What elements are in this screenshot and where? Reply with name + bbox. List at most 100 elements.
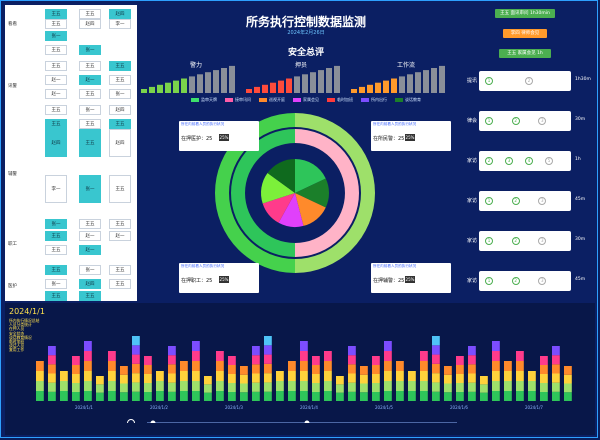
schedule-cell[interactable]: 王五 [109, 265, 131, 275]
progress-row[interactable]: 家访 1 2 3 45m [461, 189, 595, 213]
schedule-cell[interactable]: 王五 [79, 89, 101, 99]
schedule-cell[interactable]: 王五 [109, 219, 131, 229]
timeline-bar-segment [300, 371, 308, 381]
progress-time: 30m [575, 117, 586, 122]
schedule-cell[interactable]: 王五 [45, 265, 67, 275]
schedule-cell[interactable]: 王五 [45, 291, 67, 301]
progress-row[interactable]: 家访 2 3 4 5 1h [461, 149, 595, 173]
timeline-bar-segment [216, 381, 224, 391]
schedule-cell[interactable]: 王五 [79, 9, 101, 19]
schedule-cell[interactable]: 王五 [79, 61, 101, 71]
timeline-bar-segment [228, 356, 236, 365]
schedule-cell[interactable]: 李一 [45, 175, 67, 203]
info-box-auxiliary[interactable]: 所在内前看人员的执行状况 在押辅警：25 25% [371, 263, 451, 293]
schedule-cell[interactable]: 王五 [109, 175, 131, 203]
schedule-cell[interactable]: 李一 [109, 19, 131, 29]
gauge-bar [197, 74, 203, 93]
schedule-cell[interactable]: 王五 [109, 61, 131, 71]
progress-step: 3 [538, 197, 547, 205]
schedule-cell[interactable]: 张一 [79, 45, 101, 55]
schedule-cell[interactable]: 王五 [45, 45, 67, 55]
status-button-green-2[interactable]: 王五 家属会见 1h [499, 49, 551, 58]
schedule-cell[interactable]: 张一 [109, 89, 131, 99]
timeline-bar-segment [252, 355, 260, 365]
progress-step: 4 [525, 157, 533, 165]
schedule-cell[interactable]: 赵四 [79, 19, 101, 29]
info-box-staff[interactable]: 所在内前看人员的执行状况 在押职工：25 25% [179, 263, 259, 293]
gauge-bar [278, 80, 284, 93]
schedule-cell[interactable]: 张一 [45, 31, 67, 41]
timeline-axis-label: 2024/1/7 [525, 405, 543, 410]
timeline-bar-segment [144, 383, 152, 392]
progress-row[interactable]: 律会 1 2 3 30m [461, 109, 595, 133]
schedule-cell[interactable]: 赵一 [45, 75, 67, 85]
timeline-bar-segment [132, 363, 140, 374]
page-title: 所务执行控制数据监测 [245, 15, 366, 29]
gauge-bar [302, 74, 308, 93]
timeline-bar-segment [228, 383, 236, 392]
schedule-cell[interactable]: 王五 [45, 61, 67, 71]
schedule-cell[interactable]: 赵一 [79, 75, 101, 85]
timeline-bar-segment [480, 384, 488, 393]
schedule-cell[interactable]: 赵四 [109, 129, 131, 157]
progress-row[interactable]: 家访 1 2 3 30m [461, 229, 595, 253]
timeline-bar-segment [288, 381, 296, 391]
schedule-cell[interactable]: 赵四 [109, 105, 131, 115]
timeline-bar-segment [408, 381, 416, 391]
timeline-bar-segment [156, 391, 164, 401]
schedule-cell[interactable]: 王五 [109, 119, 131, 129]
outer-ring-segment [295, 113, 375, 273]
timeline-bar-segment [468, 355, 476, 365]
info-box-police[interactable]: 所在内前看人员的执行状况 在所民警：25 25% [371, 121, 451, 151]
schedule-cell[interactable]: 赵一 [79, 245, 101, 255]
play-icon[interactable] [127, 419, 135, 424]
info-box-medical[interactable]: 所在内前看人员的执行状况 在押医护：25 25% [179, 121, 259, 151]
schedule-cell[interactable]: 王五 [45, 231, 67, 241]
timeline-bar-segment [552, 355, 560, 365]
timeline-bar-segment [540, 365, 548, 374]
schedule-cell[interactable]: 王五 [79, 129, 101, 157]
schedule-cell[interactable]: 张一 [45, 279, 67, 289]
pie-slice [262, 193, 295, 223]
schedule-cell[interactable]: 张一 [79, 105, 101, 115]
schedule-cell[interactable]: 王五 [45, 245, 67, 255]
status-button-green[interactable]: 王五 面讯审问 1h30min [495, 9, 555, 18]
pie-slice [295, 193, 326, 226]
schedule-cell[interactable]: 赵四 [45, 129, 67, 157]
progress-step: 3 [505, 157, 513, 165]
schedule-cell[interactable]: 王五 [45, 119, 67, 129]
timeline-bar-segment [240, 374, 248, 384]
schedule-cell[interactable]: 张一 [79, 175, 101, 203]
timeline-bar-segment [384, 341, 392, 351]
legend-label: 巡视开庭 [269, 97, 285, 102]
schedule-cell[interactable]: 张一 [79, 265, 101, 275]
status-button-orange[interactable]: 李四 律师会见 [503, 29, 547, 38]
timeline-bar-segment [36, 371, 44, 381]
schedule-cell[interactable]: 赵四 [109, 9, 131, 19]
timeline-bar-segment [192, 381, 200, 391]
gauge-bar [254, 86, 260, 93]
scroll-handle-mid[interactable] [304, 420, 310, 424]
timeline-bar-segment [492, 341, 500, 351]
schedule-cell[interactable]: 王五 [79, 291, 101, 301]
schedule-cell[interactable]: 王五 [109, 75, 131, 85]
schedule-cell[interactable]: 赵一 [109, 231, 131, 241]
schedule-cell[interactable]: 王五 [45, 9, 67, 19]
progress-row[interactable]: 提讯 1 2 1h30m [461, 69, 595, 93]
scroll-handle-left[interactable] [150, 420, 156, 424]
schedule-cell[interactable]: 赵一 [45, 89, 67, 99]
schedule-cell[interactable]: 张一 [45, 219, 67, 229]
schedule-cell[interactable]: 王五 [79, 219, 101, 229]
schedule-cell[interactable]: 王五 [79, 119, 101, 129]
schedule-cell[interactable]: 王五 [45, 105, 67, 115]
progress-row[interactable]: 家访 1 2 3 45m [461, 269, 595, 293]
legend-label: 所内出行 [371, 97, 387, 102]
progress-label: 家访 [467, 278, 478, 284]
schedule-cell[interactable]: 赵一 [79, 231, 101, 241]
timeline-bar-segment [204, 376, 212, 385]
schedule-cell[interactable]: 王五 [45, 19, 67, 29]
schedule-cell[interactable]: 王五 [109, 279, 131, 289]
timeline-bar-segment [552, 346, 560, 356]
schedule-cell[interactable]: 赵四 [79, 279, 101, 289]
